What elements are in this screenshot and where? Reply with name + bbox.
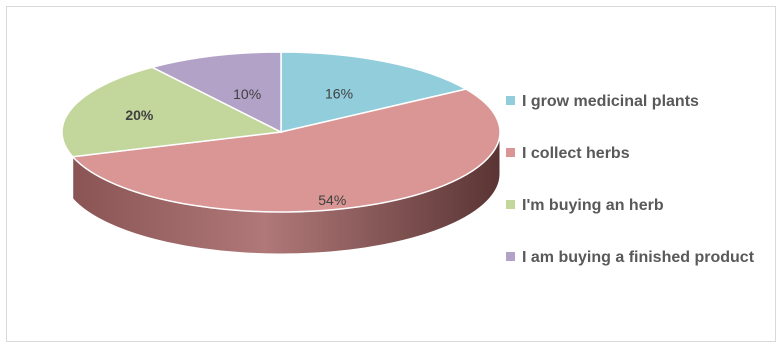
pie-slice-3 <box>61 66 284 158</box>
pie-slice-2 <box>71 88 501 213</box>
legend-swatch-3 <box>506 200 515 209</box>
pie-slice-4 <box>150 51 282 134</box>
data-labels: 16% 54% 20% 10% <box>125 85 353 207</box>
data-label-3: 20% <box>125 107 154 123</box>
data-label-4: 10% <box>233 86 261 102</box>
legend-label-4: I am buying a finished product <box>522 249 755 266</box>
pie-slice-1 <box>280 51 468 133</box>
pie-slices <box>61 51 501 213</box>
legend-swatch-1 <box>506 96 515 105</box>
legend-swatch-4 <box>506 252 515 261</box>
legend-swatch-2 <box>506 148 515 157</box>
legend-label-2: I collect herbs <box>522 145 630 162</box>
data-label-1: 16% <box>325 85 353 101</box>
legend-label-1: I grow medicinal plants <box>522 93 699 110</box>
legend: I grow medicinal plants I collect herbs I'… <box>506 93 755 266</box>
legend-label-3: I'm buying an herb <box>522 197 664 214</box>
data-label-2: 54% <box>318 192 346 208</box>
